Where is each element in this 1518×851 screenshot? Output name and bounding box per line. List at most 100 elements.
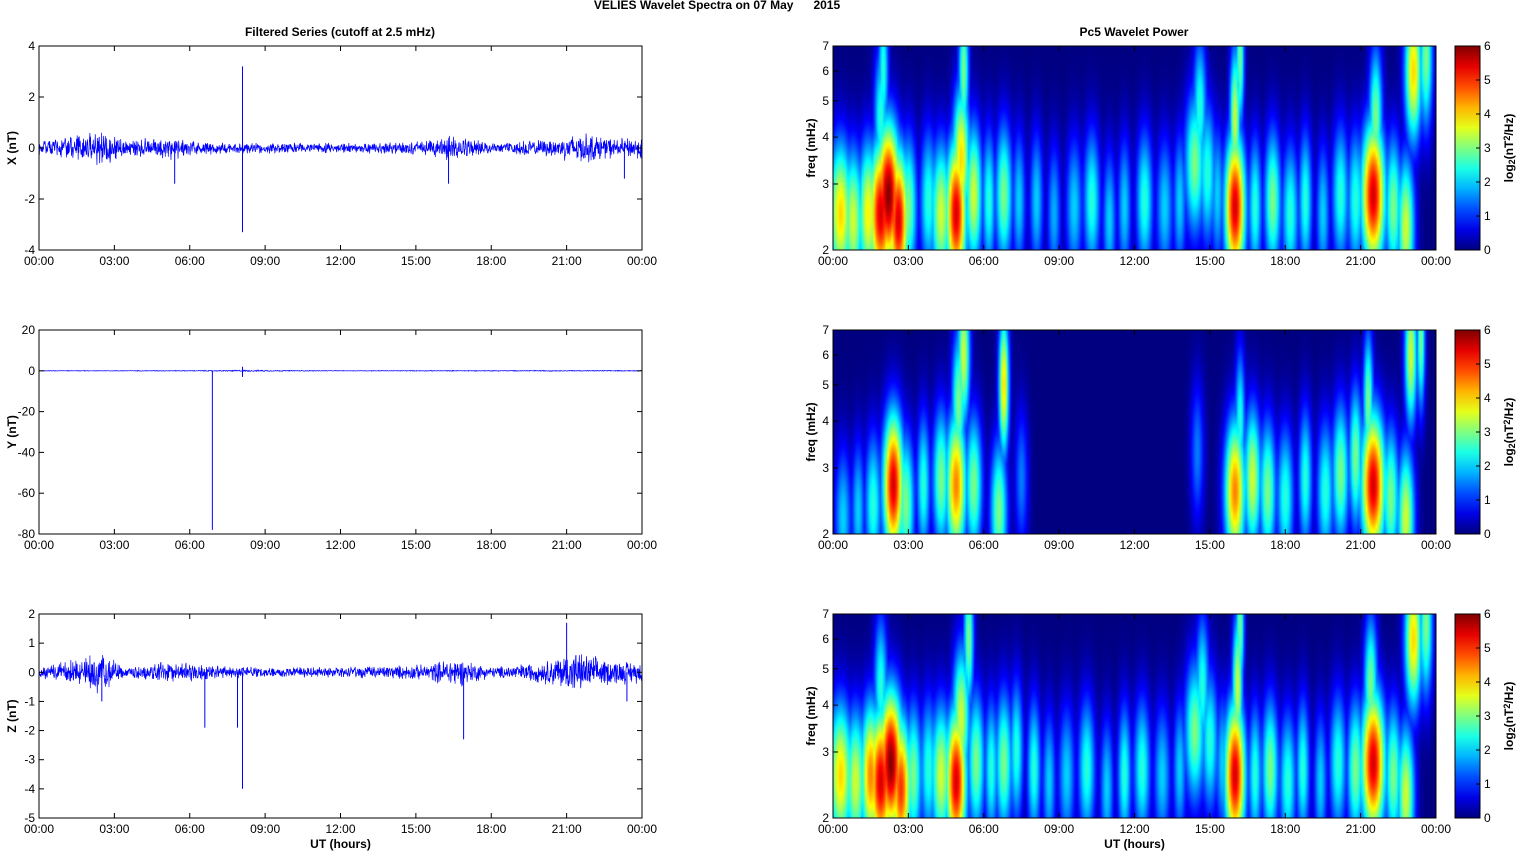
filtered-x-ytick-label: 2 [28,90,35,104]
filtered-z-xtick-label: 03:00 [99,822,129,836]
filtered-y-xtick-label: 12:00 [325,538,355,552]
filtered-x-ytick-label: 0 [28,141,35,155]
filtered-x-ytick-label: -4 [24,243,35,257]
wavelet-y-xtick-label: 06:00 [969,538,999,552]
wavelet-y-xtick-label: 21:00 [1346,538,1376,552]
filtered-y-xtick-label: 21:00 [552,538,582,552]
filtered-x-xtick-label: 00:00 [24,254,54,268]
wavelet-y-colorbar [1454,329,1481,535]
filtered-z-panel: -5 -4 -3 -2 -1 0 1 2 Z (nT) 00:00 03:00 06:00 09:00 1… [5,607,657,851]
wavelet-y-ytick-label: 6 [822,348,829,362]
filtered-x-xtick-label: 09:00 [250,254,280,268]
wavelet-x-colorbar-label-sup: 2 [1502,136,1512,141]
wavelet-z-xtick-label: 15:00 [1195,822,1225,836]
wavelet-y-panel: 2 3 4 5 6 7 freq (mHz) 00:00 03:00 06:00 09:00 12:0… [804,323,1517,552]
filtered-y-ylabel: Y (nT) [5,415,19,449]
filtered-x-xtick-label: 03:00 [99,254,129,268]
filtered-x-xtick-label: 00:00 [627,254,657,268]
wavelet-y-colorbar-label-mid: (nT [1502,424,1516,443]
wavelet-x-colorbar-tick-label: 4 [1484,107,1491,121]
filtered-z-ylabel: Z (nT) [5,699,19,732]
wavelet-x-colorbar-tick-label: 1 [1484,209,1491,223]
wavelet-y-xtick-label: 09:00 [1044,538,1074,552]
wavelet-z-xlabel: UT (hours) [1104,837,1165,851]
wavelet-x-ytick-label: 5 [822,94,829,108]
wavelet-z-xtick-label: 18:00 [1270,822,1300,836]
wavelet-x-colorbar-label: log2(nT2/Hz) [1502,114,1517,183]
wavelet-x-xtick-label: 06:00 [969,254,999,268]
wavelet-z-ytick-label: 2 [822,811,829,825]
wavelet-x-ytick-label: 6 [822,64,829,78]
wavelet-z-colorbar-label-mid: (nT [1502,708,1516,727]
wavelet-z-panel: 2 3 4 5 6 7 freq (mHz) 00:00 03:00 06:00 09:00 12:0… [804,607,1517,851]
wavelet-y-ytick-label: 5 [822,378,829,392]
wavelet-x-ytick-label: 2 [822,243,829,257]
wavelet-z-xtick-label: 21:00 [1346,822,1376,836]
filtered-z-xtick-label: 00:00 [24,822,54,836]
right-column-title: Pc5 Wavelet Power [1080,25,1189,39]
wavelet-x-xtick-label: 12:00 [1119,254,1149,268]
wavelet-y-xtick-label: 00:00 [1421,538,1451,552]
filtered-y-ytick-label: -80 [18,527,36,541]
wavelet-y-colorbar-label-end: /Hz) [1502,398,1516,420]
filtered-z-xtick-label: 21:00 [552,822,582,836]
wavelet-z-ytick-label: 7 [822,607,829,621]
filtered-z-ytick-label: -3 [24,753,35,767]
wavelet-x-colorbar-tick-label: 0 [1484,243,1491,257]
wavelet-z-colorbar-tick-label: 3 [1484,709,1491,723]
wavelet-z-colorbar-tick-label: 1 [1484,777,1491,791]
wavelet-y-colorbar-tick-label: 4 [1484,391,1491,405]
filtered-y-xtick-label: 18:00 [476,538,506,552]
wavelet-y-xtick-label: 12:00 [1119,538,1149,552]
wavelet-y-ytick-label: 7 [822,323,829,337]
wavelet-z-colorbar-tick-label: 6 [1484,607,1491,621]
filtered-y-xtick-label: 00:00 [627,538,657,552]
wavelet-x-ytick-label: 4 [822,130,829,144]
filtered-x-xtick-label: 06:00 [175,254,205,268]
filtered-z-xlabel: UT (hours) [310,837,371,851]
wavelet-x-colorbar-label-base: log [1502,164,1516,182]
wavelet-y-colorbar-tick-label: 3 [1484,425,1491,439]
wavelet-y-colorbar-label: log2(nT2/Hz) [1502,398,1517,467]
wavelet-x-xtick-label: 00:00 [1421,254,1451,268]
wavelet-x-ylabel: freq (mHz) [804,118,818,177]
filtered-z-ytick-label: -4 [24,782,35,796]
wavelet-y-xtick-label: 18:00 [1270,538,1300,552]
wavelet-z-xtick-label: 06:00 [969,822,999,836]
filtered-y-ytick-label: -60 [18,486,36,500]
wavelet-x-colorbar-tick-label: 5 [1484,73,1491,87]
wavelet-x-colorbar-label-end: /Hz) [1502,114,1516,136]
wavelet-x-ytick-label: 3 [822,177,829,191]
wavelet-x-xtick-label: 09:00 [1044,254,1074,268]
wavelet-z-xtick-label: 09:00 [1044,822,1074,836]
wavelet-z-xtick-label: 12:00 [1119,822,1149,836]
filtered-z-ytick-label: -2 [24,724,35,738]
filtered-y-trace [38,369,643,373]
wavelet-z-xtick-label: 00:00 [818,822,848,836]
wavelet-z-xtick-label: 03:00 [893,822,923,836]
wavelet-x-xtick-label: 00:00 [818,254,848,268]
filtered-z-xtick-label: 09:00 [250,822,280,836]
filtered-y-plot-area [39,330,642,534]
filtered-x-panel: -4 -2 0 2 4 X (nT) 00:00 03:00 06:00 09:00 12:00 15… [5,39,657,268]
wavelet-x-xtick-label: 21:00 [1346,254,1376,268]
filtered-x-trace [38,132,643,165]
filtered-z-ytick-label: 2 [28,607,35,621]
filtered-z-ytick-label: 1 [28,636,35,650]
wavelet-z-ytick-label: 6 [822,632,829,646]
wavelet-y-colorbar-label-base: log [1502,448,1516,466]
wavelet-z-colorbar-label-sub: 2 [1507,727,1517,732]
filtered-y-ytick-label: -20 [18,405,36,419]
filtered-y-xtick-label: 09:00 [250,538,280,552]
filtered-x-xtick-label: 15:00 [401,254,431,268]
wavelet-z-colorbar-label-base: log [1502,732,1516,750]
wavelet-z-colorbar-tick-label: 0 [1484,811,1491,825]
wavelet-x-colorbar-tick-label: 2 [1484,175,1491,189]
wavelet-x-ytick-label: 7 [822,39,829,53]
wavelet-y-colorbar-label-sup: 2 [1502,420,1512,425]
filtered-z-xtick-label: 00:00 [627,822,657,836]
wavelet-y-colorbar-label-sub: 2 [1507,443,1517,448]
wavelet-x-colorbar-label-sub: 2 [1507,159,1517,164]
wavelet-y-colorbar-tick-label: 5 [1484,357,1491,371]
